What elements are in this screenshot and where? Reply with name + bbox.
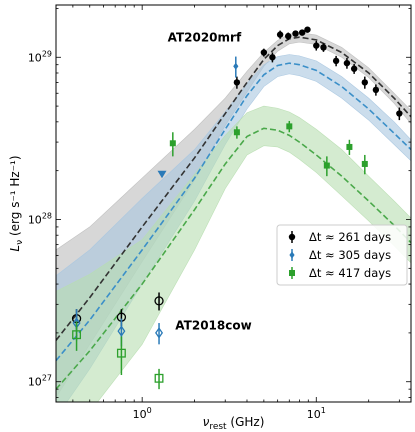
data-point-0-3: [276, 31, 284, 38]
data-point-3-2: [154, 296, 164, 306]
legend-marker-2: [289, 270, 295, 276]
model-curve-1: [56, 62, 411, 362]
data-point-0-1: [260, 49, 268, 56]
data-point-0-2: [269, 54, 276, 61]
x-axis-label: νrest (GHz): [203, 415, 265, 432]
y-tick-label-0: 1027: [28, 374, 52, 389]
legend-label-2: Δt ≈ 417 days: [309, 266, 391, 280]
data-point-2-4: [346, 143, 353, 150]
data-point-5-0: [72, 330, 82, 340]
upper-limit-1-0: [157, 170, 167, 179]
data-point-2-2: [286, 123, 293, 130]
data-point-0-0: [233, 79, 241, 86]
x-tick-label-1: 101: [307, 406, 326, 421]
data-point-0-10: [332, 57, 340, 65]
data-point-2-1: [233, 129, 240, 136]
plot-frame: [55, 4, 412, 403]
legend: Δt ≈ 261 days Δt ≈ 305 days Δt ≈ 417 days: [276, 224, 408, 286]
data-point-0-12: [350, 65, 358, 72]
model-band-2: [56, 105, 411, 402]
model-curve-0: [56, 36, 411, 341]
model-curves: [56, 36, 411, 390]
data-point-1-0: [233, 62, 239, 70]
y-tick-label-1: 1028: [28, 212, 52, 227]
data-point-0-8: [313, 42, 320, 49]
annotations: AT2020mrf AT2018cow: [168, 31, 252, 333]
legend-label-1: Δt ≈ 305 days: [309, 248, 391, 262]
data-point-0-6: [298, 29, 306, 36]
annotation-0: AT2020mrf: [168, 31, 242, 45]
data-point-0-9: [320, 44, 327, 51]
data-point-0-15: [396, 110, 403, 117]
legend-marker-0: [288, 233, 296, 241]
data-point-0-13: [361, 79, 369, 86]
legend-label-0: Δt ≈ 261 days: [309, 230, 391, 244]
data-point-0-5: [292, 30, 299, 37]
data-point-2-5: [361, 160, 368, 167]
data-point-0-11: [343, 59, 351, 67]
annotation-1: AT2018cow: [175, 318, 251, 332]
data-point-0-4: [285, 32, 292, 40]
axes: 100 101 1027 1028 1029 νrest (GHz) Lν (erg s⁻¹…: [8, 4, 412, 432]
data-point-4-2: [155, 327, 164, 339]
y-axis-label: Lν (erg s⁻¹ Hz⁻¹): [8, 155, 25, 251]
data-point-4-1: [117, 325, 126, 337]
x-tick-label-0: 100: [133, 406, 152, 421]
y-tick-label-2: 1029: [28, 49, 52, 64]
legend-box: [276, 224, 408, 286]
data-point-5-1: [116, 348, 126, 358]
data-point-0-7: [304, 26, 311, 33]
data-point-2-3: [323, 162, 330, 169]
data-point-5-2: [154, 373, 164, 383]
data-point-0-14: [372, 86, 380, 94]
model-curve-2: [56, 127, 411, 390]
data-point-2-0: [169, 140, 176, 147]
data-points: [71, 26, 403, 390]
legend-marker-1: [289, 251, 295, 259]
